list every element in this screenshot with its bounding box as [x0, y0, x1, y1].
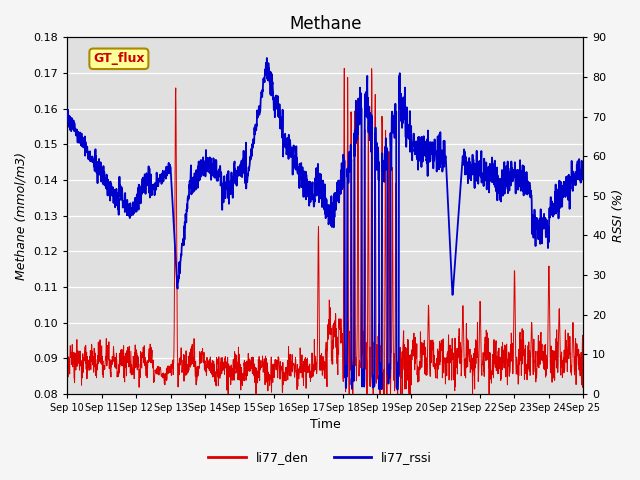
Y-axis label: RSSI (%): RSSI (%)	[612, 189, 625, 242]
Legend: li77_den, li77_rssi: li77_den, li77_rssi	[203, 446, 437, 469]
Y-axis label: Methane (mmol/m3): Methane (mmol/m3)	[15, 152, 28, 279]
Title: Methane: Methane	[289, 15, 362, 33]
Text: GT_flux: GT_flux	[93, 52, 145, 65]
X-axis label: Time: Time	[310, 419, 340, 432]
